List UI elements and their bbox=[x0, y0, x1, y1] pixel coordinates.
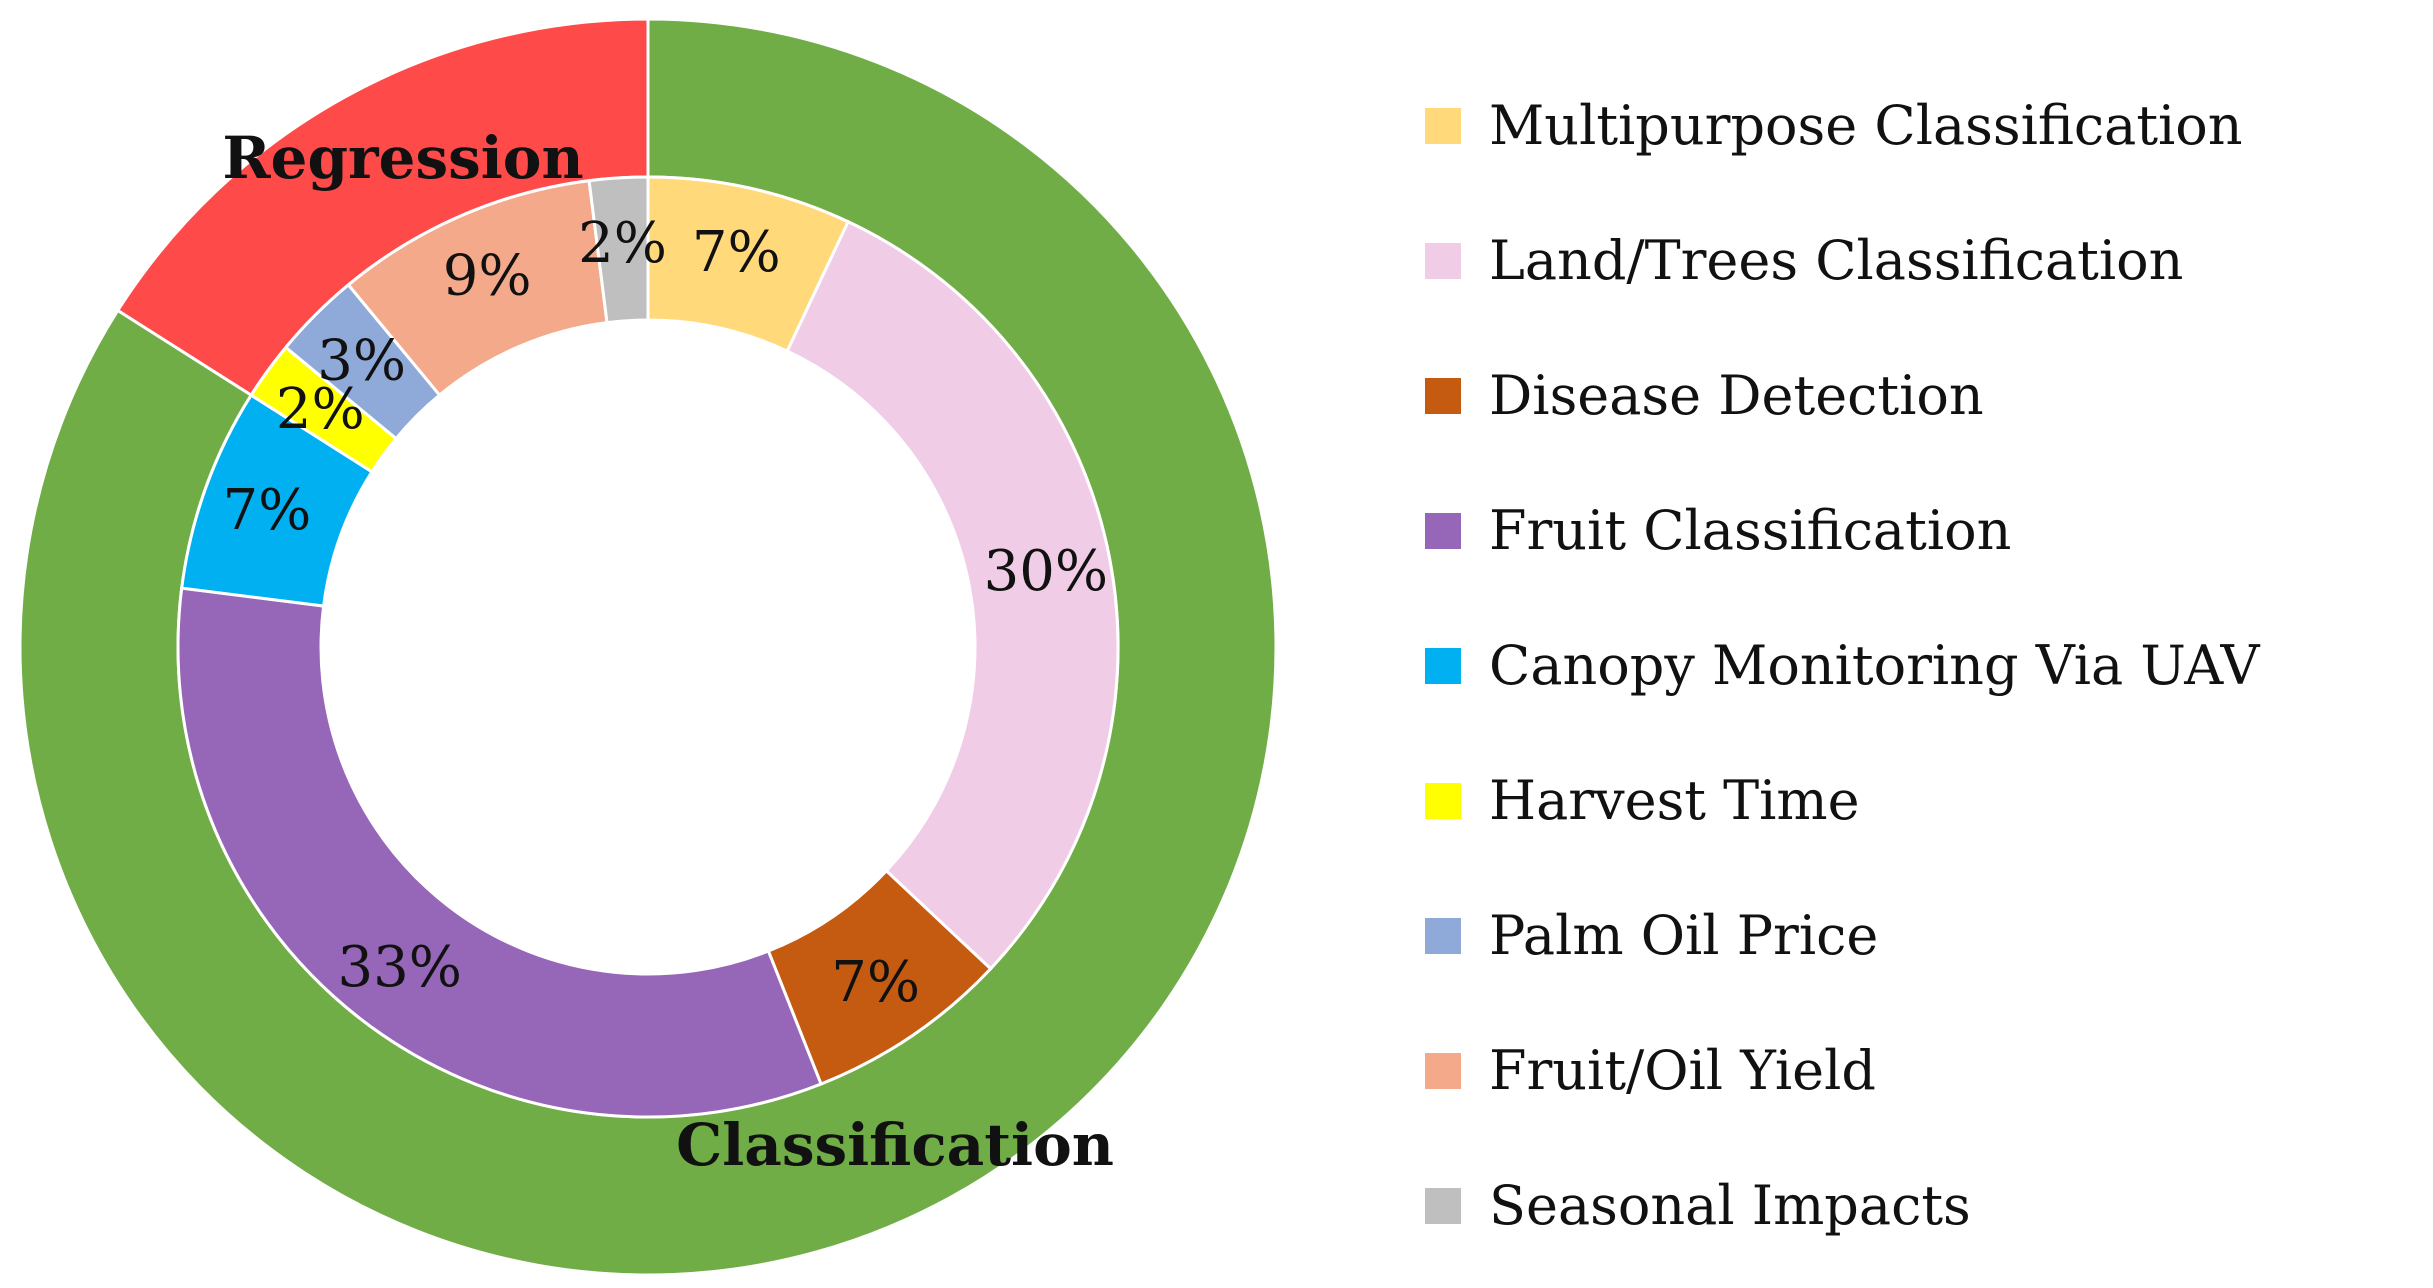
legend-item-multipurpose-classification: Multipurpose Classification bbox=[1425, 58, 2260, 193]
legend-item-fruit-oil-yield: Fruit/Oil Yield bbox=[1425, 1003, 2260, 1138]
slice-label-multipurpose-classification: 7% bbox=[692, 220, 781, 285]
slice-label-land-trees-classification: 30% bbox=[984, 539, 1108, 604]
legend-swatch bbox=[1425, 1187, 1461, 1224]
legend-swatch bbox=[1425, 647, 1461, 684]
slice-label-fruit-oil-yield: 9% bbox=[443, 243, 532, 308]
legend-item-canopy-monitoring-via-uav: Canopy Monitoring Via UAV bbox=[1425, 598, 2260, 733]
legend-item-fruit-classification: Fruit Classification bbox=[1425, 463, 2260, 598]
double-donut-chart: 7%30%7%33%7%2%3%9%2% Regression Classifi… bbox=[18, 17, 1278, 1277]
legend-label: Seasonal Impacts bbox=[1489, 1174, 1971, 1237]
legend-item-seasonal-impacts: Seasonal Impacts bbox=[1425, 1138, 2260, 1273]
legend-swatch bbox=[1425, 917, 1461, 954]
slice-label-canopy-monitoring-via-uav: 7% bbox=[223, 478, 312, 543]
slice-label-harvest-time: 2% bbox=[276, 377, 365, 442]
legend: Multipurpose Classification Land/Trees Cl… bbox=[1425, 58, 2260, 1273]
inner-ring bbox=[176, 175, 1120, 1119]
legend-item-palm-oil-price: Palm Oil Price bbox=[1425, 868, 2260, 1003]
group-label-classification: Classification bbox=[676, 1111, 1114, 1179]
legend-item-harvest-time: Harvest Time bbox=[1425, 733, 2260, 868]
legend-label: Harvest Time bbox=[1489, 769, 1860, 832]
legend-label: Canopy Monitoring Via UAV bbox=[1489, 634, 2260, 697]
legend-item-land-trees-classification: Land/Trees Classification bbox=[1425, 193, 2260, 328]
legend-swatch bbox=[1425, 1052, 1461, 1089]
legend-label: Palm Oil Price bbox=[1489, 904, 1879, 967]
slice-label-fruit-classification: 33% bbox=[338, 935, 462, 1000]
slice-label-disease-detection: 7% bbox=[831, 950, 920, 1015]
group-label-regression: Regression bbox=[222, 124, 583, 192]
legend-label: Fruit/Oil Yield bbox=[1489, 1039, 1876, 1102]
slice-label-palm-oil-price: 3% bbox=[317, 329, 406, 394]
legend-label: Fruit Classification bbox=[1489, 499, 2012, 562]
inner-slice-land-trees-classification bbox=[785, 219, 1120, 971]
legend-swatch bbox=[1425, 377, 1461, 414]
legend-swatch bbox=[1425, 107, 1461, 144]
legend-item-disease-detection: Disease Detection bbox=[1425, 328, 2260, 463]
slice-label-seasonal-impacts: 2% bbox=[578, 211, 667, 276]
legend-label: Disease Detection bbox=[1489, 364, 1984, 427]
legend-label: Multipurpose Classification bbox=[1489, 94, 2243, 157]
legend-swatch bbox=[1425, 512, 1461, 549]
legend-swatch bbox=[1425, 242, 1461, 279]
inner-slice-seasonal-impacts bbox=[587, 175, 650, 325]
legend-swatch bbox=[1425, 782, 1461, 819]
inner-slice-fruit-classification bbox=[176, 586, 823, 1119]
legend-label: Land/Trees Classification bbox=[1489, 229, 2184, 292]
slice-labels: 7%30%7%33%7%2%3%9%2% bbox=[223, 211, 1109, 1015]
